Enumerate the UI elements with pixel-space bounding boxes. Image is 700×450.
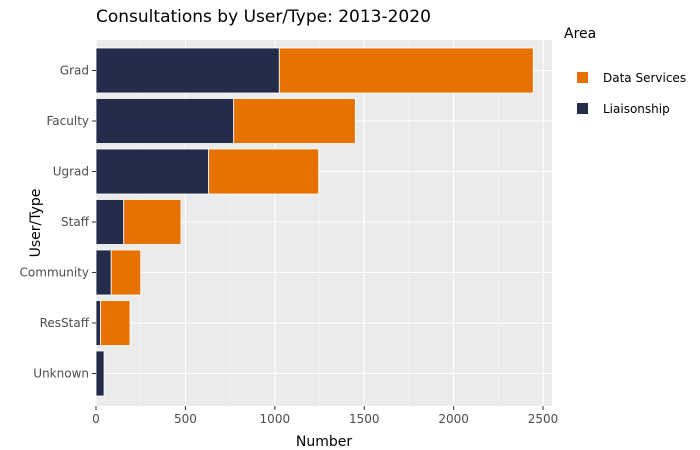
legend-title: Area <box>564 26 596 42</box>
x-tick-label: 1000 <box>260 412 291 426</box>
x-tick-label: 2500 <box>528 412 559 426</box>
bar-liaisonship-ugrad <box>95 148 210 195</box>
y-tick-label: Grad <box>60 64 89 78</box>
bar-liaisonship-grad <box>95 47 280 94</box>
bar-data-services-resstaff <box>100 300 131 346</box>
y-tick-label: Community <box>20 266 89 280</box>
bar-liaisonship-unknown <box>95 350 105 397</box>
bar-liaisonship-community <box>95 249 112 296</box>
axes: Grad Faculty Ugrad Staff Community ResStaff Un… <box>20 64 559 427</box>
x-tick-label: 1500 <box>349 412 380 426</box>
x-axis-title: Number <box>296 434 352 450</box>
bar-data-services-community <box>110 249 142 296</box>
y-tick-label: Faculty <box>47 114 90 128</box>
legend: Area Data Services Liaisonship <box>564 26 686 116</box>
legend-label-liaisonship: Liaisonship <box>603 102 670 116</box>
bars <box>95 47 534 397</box>
bar-liaisonship-resstaff <box>95 300 101 346</box>
bar-data-services-staff <box>123 199 182 245</box>
x-tick-label: 2000 <box>438 412 469 426</box>
chart-title: Consultations by User/Type: 2013-2020 <box>96 7 431 27</box>
bar-data-services-ugrad <box>208 148 320 195</box>
y-tick-label: Staff <box>61 215 90 229</box>
y-tick-label: Ugrad <box>53 165 89 179</box>
bar-liaisonship-staff <box>95 199 125 245</box>
bar-liaisonship-faculty <box>95 98 235 144</box>
bar-data-services-faculty <box>233 98 356 144</box>
x-tick-label: 0 <box>92 412 100 426</box>
y-tick-label: Unknown <box>33 367 89 381</box>
legend-swatch-liaisonship <box>577 103 588 114</box>
x-tick-label: 500 <box>174 412 197 426</box>
bar-data-services-grad <box>278 47 534 94</box>
legend-swatch-data-services <box>577 72 588 83</box>
y-axis-title: User/Type <box>28 189 44 258</box>
y-tick-label: ResStaff <box>40 316 90 330</box>
legend-label-data-services: Data Services <box>603 71 686 85</box>
